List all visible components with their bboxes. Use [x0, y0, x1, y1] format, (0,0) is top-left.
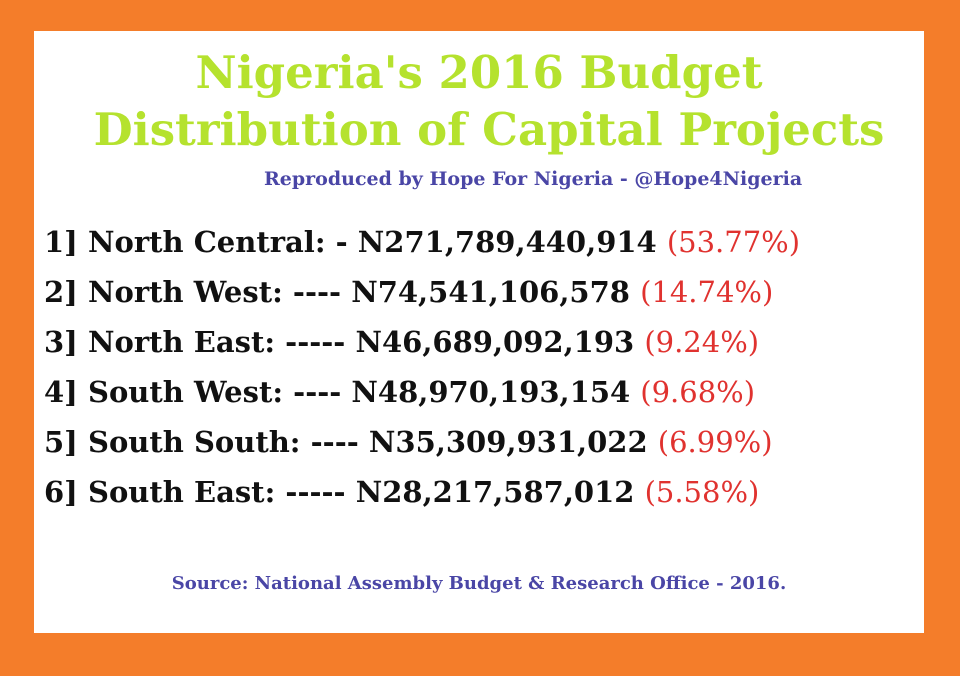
item-separator: -----: [285, 325, 346, 359]
item-number: 1]: [44, 225, 78, 259]
item-separator: ----: [293, 375, 342, 409]
list-item: 5] South South: ---- N35,309,931,022 (6.…: [44, 417, 924, 467]
item-percent: (14.74%): [640, 275, 774, 309]
list-item: 3] North East: ----- N46,689,092,193 (9.…: [44, 317, 924, 367]
item-number: 2]: [44, 275, 78, 309]
item-region: North East:: [88, 325, 276, 359]
item-region: South East:: [88, 475, 276, 509]
list-item: 6] South East: ----- N28,217,587,012 (5.…: [44, 467, 924, 517]
item-percent: (5.58%): [644, 475, 760, 509]
title-line-1: Nigeria's 2016 Budget: [195, 46, 763, 99]
list-item: 4] South West: ---- N48,970,193,154 (9.6…: [44, 367, 924, 417]
item-number: 3]: [44, 325, 78, 359]
item-region: North Central:: [88, 225, 326, 259]
title-line-2: Distribution of Capital Projects: [93, 103, 885, 156]
budget-card: Nigeria's 2016 Budget Distribution of Ca…: [34, 31, 924, 633]
item-separator: -: [335, 225, 348, 259]
budget-list: 1] North Central: - N271,789,440,914 (53…: [44, 217, 924, 517]
item-percent: (6.99%): [657, 425, 773, 459]
item-number: 6]: [44, 475, 78, 509]
credit-line: Reproduced by Hope For Nigeria - @Hope4N…: [264, 168, 803, 190]
item-separator: ----: [292, 275, 342, 309]
item-number: 5]: [44, 425, 78, 459]
item-percent: (53.77%): [666, 225, 801, 259]
item-separator: ----: [310, 425, 359, 459]
item-number: 4]: [44, 375, 78, 409]
item-region: South West:: [88, 375, 284, 409]
item-region: South South:: [88, 425, 301, 459]
item-percent: (9.24%): [644, 325, 760, 359]
item-amount: N271,789,440,914: [357, 225, 657, 259]
item-region: North West:: [88, 275, 283, 309]
item-percent: (9.68%): [640, 375, 756, 409]
list-item: 1] North Central: - N271,789,440,914 (53…: [44, 217, 924, 267]
item-amount: N46,689,092,193: [355, 325, 635, 359]
item-amount: N35,309,931,022: [368, 425, 648, 459]
item-amount: N74,541,106,578: [351, 275, 630, 309]
item-amount: N28,217,587,012: [355, 475, 635, 509]
item-separator: -----: [285, 475, 346, 509]
list-item: 2] North West: ---- N74,541,106,578 (14.…: [44, 267, 924, 317]
item-amount: N48,970,193,154: [351, 375, 631, 409]
source-line: Source: National Assembly Budget & Resea…: [171, 573, 787, 594]
